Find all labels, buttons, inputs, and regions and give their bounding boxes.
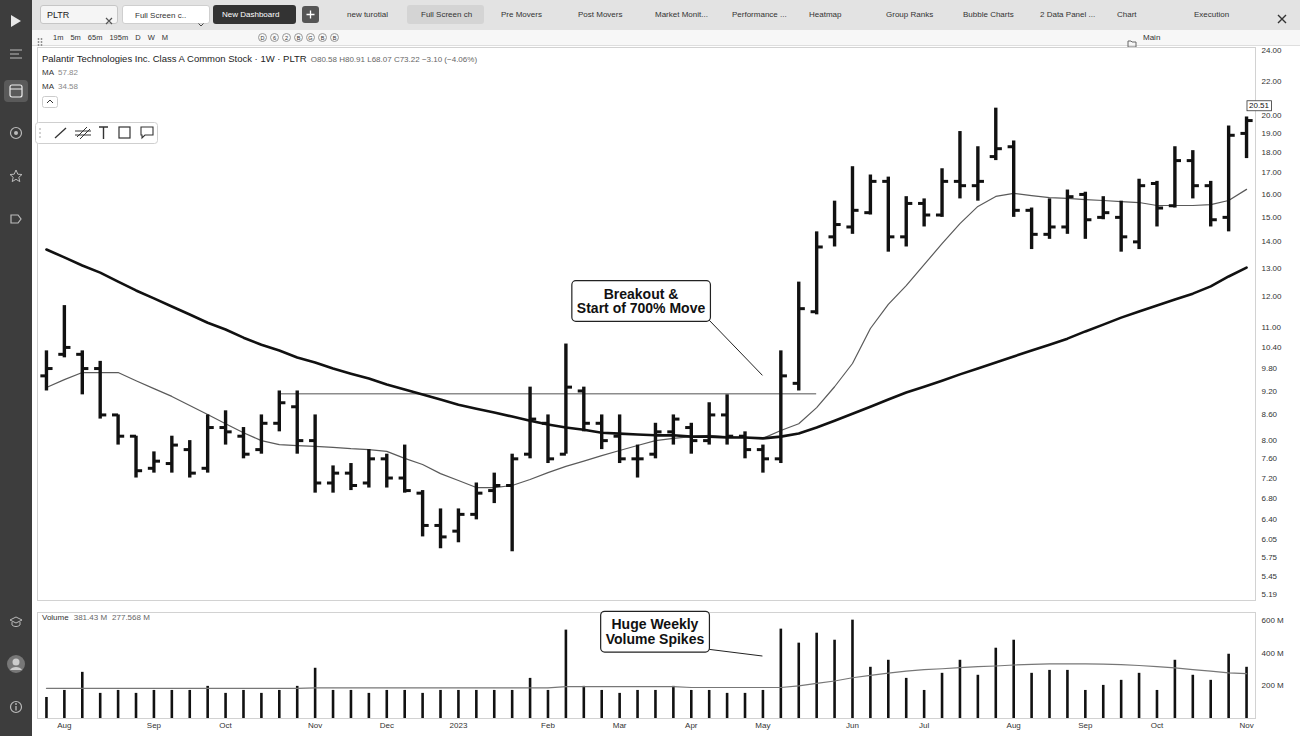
svg-text:6.80: 6.80 (1262, 494, 1278, 503)
html-text:Volume: Volume (42, 613, 69, 622)
html-text:M: M (161, 33, 168, 42)
html-text:6: 6 (273, 35, 276, 41)
svg-text:Jun: Jun (846, 721, 859, 730)
svg-text:Apr: Apr (685, 721, 698, 730)
html-text:B: B (296, 35, 301, 41)
html-text:Full Screen c..: Full Screen c.. (135, 11, 187, 20)
svg-text:600 M: 600 M (1262, 616, 1285, 625)
svg-text:7.20: 7.20 (1262, 474, 1278, 483)
svg-text:8.60: 8.60 (1262, 410, 1278, 419)
svg-text:2023: 2023 (450, 721, 468, 730)
html-text:Post Movers: Post Movers (578, 10, 623, 19)
html-text:5m: 5m (70, 33, 81, 42)
svg-text:7.60: 7.60 (1262, 454, 1278, 463)
svg-text:18.00: 18.00 (1262, 148, 1283, 157)
svg-text:Breakout &Start of 700% Move: Breakout &Start of 700% Move (577, 286, 706, 317)
svg-text:5.19: 5.19 (1262, 590, 1278, 599)
svg-text:10.40: 10.40 (1262, 343, 1283, 352)
svg-text:5.45: 5.45 (1262, 572, 1278, 581)
html-text:Performance ...: Performance ... (732, 10, 787, 19)
svg-text:9.80: 9.80 (1262, 364, 1278, 373)
html-text:2: 2 (285, 35, 288, 41)
html-text:Market Monit...: Market Monit... (655, 10, 708, 19)
svg-text:15.00: 15.00 (1262, 213, 1283, 222)
html-text:Heatmap: Heatmap (809, 10, 842, 19)
svg-text:Nov: Nov (1239, 721, 1253, 730)
svg-text:Sep: Sep (1078, 721, 1093, 730)
svg-text:400 M: 400 M (1262, 649, 1285, 658)
svg-text:Mar: Mar (613, 721, 627, 730)
html-text:34.58: 34.58 (58, 82, 78, 91)
svg-text:Oct: Oct (1151, 721, 1164, 730)
svg-text:24.00: 24.00 (1262, 46, 1283, 55)
svg-text:13.00: 13.00 (1262, 264, 1283, 273)
svg-text:22.00: 22.00 (1262, 77, 1283, 86)
html-text:1m: 1m (53, 33, 64, 42)
svg-text:12.00: 12.00 (1262, 292, 1283, 301)
html-text:G: G (308, 35, 313, 41)
svg-text:6.05: 6.05 (1262, 535, 1278, 544)
svg-text:9.20: 9.20 (1262, 387, 1278, 396)
svg-text:20.51: 20.51 (1249, 101, 1270, 110)
html-text:277.568 M: 277.568 M (112, 613, 150, 622)
svg-text:19.00: 19.00 (1262, 129, 1283, 138)
html-text:57.82: 57.82 (58, 68, 78, 77)
svg-text:6.40: 6.40 (1262, 515, 1278, 524)
svg-text:11.00: 11.00 (1262, 323, 1282, 332)
svg-text:Aug: Aug (57, 721, 71, 730)
html-text:Main: Main (1143, 33, 1161, 42)
html-text:195m: 195m (109, 33, 129, 42)
html-text:B: B (332, 35, 337, 41)
svg-text:May: May (755, 721, 770, 730)
svg-text:Huge WeeklyVolume Spikes: Huge WeeklyVolume Spikes (606, 616, 705, 647)
svg-text:Oct: Oct (219, 721, 232, 730)
html-text:Pre Movers: Pre Movers (501, 10, 542, 19)
svg-text:14.00: 14.00 (1262, 237, 1283, 246)
svg-text:Sep: Sep (147, 721, 162, 730)
html-text:2 Data Panel ...: 2 Data Panel ... (1040, 10, 1096, 19)
svg-text:Feb: Feb (541, 721, 555, 730)
svg-text:8.00: 8.00 (1262, 436, 1278, 445)
svg-text:Dec: Dec (380, 721, 394, 730)
html-text:Full Screen ch: Full Screen ch (421, 10, 473, 19)
html-text:New Dashboard: New Dashboard (222, 10, 280, 19)
svg-text:5.75: 5.75 (1262, 553, 1278, 562)
html-text:new turotial: new turotial (347, 10, 388, 19)
html-text:PLTR: PLTR (47, 10, 70, 20)
html-text:Execution: Execution (1194, 10, 1230, 19)
html-text:381.43 M: 381.43 M (73, 613, 107, 622)
svg-text:200 M: 200 M (1262, 681, 1285, 690)
svg-text:Aug: Aug (1007, 721, 1021, 730)
html-text:W: W (147, 33, 155, 42)
html-text:MA: MA (42, 68, 54, 77)
svg-text:17.00: 17.00 (1262, 168, 1283, 177)
svg-text:20.00: 20.00 (1262, 111, 1283, 120)
html-text:MA: MA (42, 82, 54, 91)
html-text:D: D (260, 35, 265, 41)
html-text:65m: 65m (87, 33, 103, 42)
html-text:D: D (135, 33, 141, 42)
svg-text:16.00: 16.00 (1262, 190, 1283, 199)
html-text:Chart: Chart (1117, 10, 1137, 19)
svg-text:Jul: Jul (919, 721, 929, 730)
html-text:Bubble Charts: Bubble Charts (963, 10, 1014, 19)
html-text:B: B (320, 35, 325, 41)
html-text:Group Ranks: Group Ranks (886, 10, 934, 19)
html-text:Palantir Technologies Inc. Cla: Palantir Technologies Inc. Class A Commo… (42, 53, 477, 64)
svg-text:Nov: Nov (308, 721, 322, 730)
